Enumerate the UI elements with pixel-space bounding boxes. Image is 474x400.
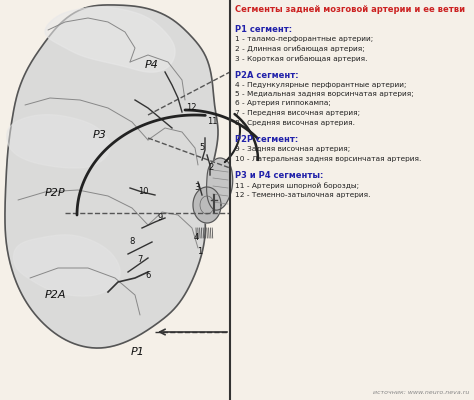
- Text: 8 - Средняя височная артерия.: 8 - Средняя височная артерия.: [235, 120, 355, 126]
- Text: P1: P1: [131, 347, 145, 357]
- Text: 9 - Задняя височная артерия;: 9 - Задняя височная артерия;: [235, 146, 350, 152]
- Polygon shape: [7, 115, 110, 168]
- Text: источник: www.neuro.neva.ru: источник: www.neuro.neva.ru: [373, 390, 469, 395]
- Text: 9: 9: [157, 214, 163, 222]
- Polygon shape: [45, 7, 175, 72]
- Polygon shape: [13, 235, 120, 296]
- Polygon shape: [193, 187, 221, 223]
- Text: 5 - Медиальная задняя ворсинчатая артерия;: 5 - Медиальная задняя ворсинчатая артери…: [235, 91, 414, 97]
- Text: 10: 10: [138, 188, 148, 196]
- Text: 12: 12: [186, 104, 196, 112]
- Text: 12 - Теменно-затылочная артерия.: 12 - Теменно-затылочная артерия.: [235, 192, 371, 198]
- Text: 5: 5: [200, 144, 205, 152]
- Text: P1 сегмент:: P1 сегмент:: [235, 25, 292, 34]
- Text: P3 и P4 сегменты:: P3 и P4 сегменты:: [235, 171, 323, 180]
- Text: P2A: P2A: [44, 290, 66, 300]
- Text: P3: P3: [93, 130, 107, 140]
- Text: 7: 7: [137, 256, 143, 264]
- Polygon shape: [5, 5, 218, 348]
- Text: 2 - Длинная огибающая артерия;: 2 - Длинная огибающая артерия;: [235, 46, 365, 52]
- Text: 11: 11: [207, 118, 217, 126]
- Text: 1: 1: [197, 248, 202, 256]
- Text: 1 - таламо-перфорантные артерии;: 1 - таламо-перфорантные артерии;: [235, 36, 373, 42]
- Text: 6 - Артерия гиппокампа;: 6 - Артерия гиппокампа;: [235, 100, 331, 106]
- Text: 4 - Педункулярные перфорантные артерии;: 4 - Педункулярные перфорантные артерии;: [235, 82, 406, 88]
- Text: 6: 6: [146, 270, 151, 280]
- Text: 11 - Артерия шпорной борозды;: 11 - Артерия шпорной борозды;: [235, 182, 359, 189]
- Text: P4: P4: [145, 60, 159, 70]
- Text: 7 - Передняя височная артерия;: 7 - Передняя височная артерия;: [235, 110, 360, 116]
- Text: 8: 8: [129, 238, 135, 246]
- Text: 2: 2: [209, 164, 214, 172]
- Polygon shape: [207, 158, 233, 210]
- Text: 3: 3: [194, 184, 200, 192]
- Text: P2P: P2P: [45, 188, 65, 198]
- Text: 10 - Латеральная задняя ворсинчатая артерия.: 10 - Латеральная задняя ворсинчатая арте…: [235, 156, 421, 162]
- Text: P2A сегмент:: P2A сегмент:: [235, 70, 299, 80]
- Text: P2P сегмент:: P2P сегмент:: [235, 135, 298, 144]
- Text: 4: 4: [193, 234, 199, 242]
- Text: Сегменты задней мозговой артерии и ее ветви: Сегменты задней мозговой артерии и ее ве…: [235, 5, 465, 14]
- Text: 3 - Короткая огибающая артерия.: 3 - Короткая огибающая артерия.: [235, 55, 367, 62]
